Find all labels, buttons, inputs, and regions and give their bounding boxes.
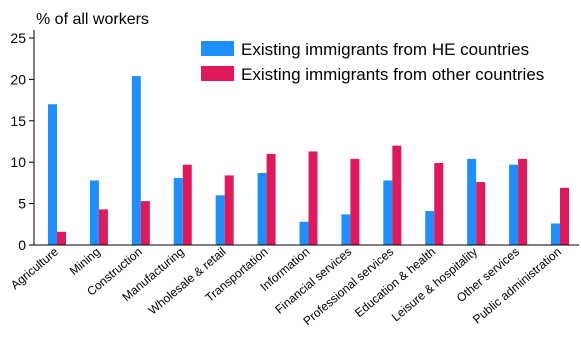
- bar-series-1-2: [140, 201, 150, 245]
- legend-swatch-series-1: [201, 66, 234, 81]
- legend-swatch-series-0: [201, 41, 234, 56]
- bar-series-1-8: [392, 145, 402, 245]
- bar-series-0-2: [131, 76, 141, 245]
- bar-series-0-9: [425, 211, 435, 245]
- y-axis-label: % of all workers: [36, 11, 149, 28]
- bar-series-0-11: [509, 164, 519, 245]
- bar-series-0-8: [383, 180, 393, 245]
- bar-series-1-5: [266, 153, 276, 245]
- y-tick-label: 5: [18, 196, 26, 212]
- bar-series-0-4: [215, 195, 225, 245]
- x-tick-label: Agriculture: [8, 244, 61, 292]
- y-tick-label: 10: [10, 154, 26, 170]
- bar-series-1-10: [476, 182, 486, 245]
- y-axis: 0 5 10 15 20 25: [10, 30, 35, 253]
- bar-series-0-6: [299, 221, 309, 245]
- y-tick-label: 20: [10, 71, 26, 87]
- legend-label-series-0: Existing immigrants from HE countries: [241, 40, 529, 59]
- bar-series-0-7: [341, 214, 351, 245]
- bar-series-1-9: [434, 163, 444, 245]
- bar-series-1-12: [560, 187, 569, 245]
- bar-series-1-3: [182, 164, 192, 245]
- bar-series-1-4: [224, 175, 234, 245]
- bar-series-0-0: [48, 104, 57, 246]
- y-tick-label: 25: [10, 30, 26, 46]
- legend: Existing immigrants from HE countries Ex…: [201, 40, 544, 84]
- bar-series-1-6: [308, 151, 318, 245]
- y-tick-label: 15: [10, 113, 26, 129]
- legend-label-series-1: Existing immigrants from other countries: [241, 65, 544, 84]
- x-tick-label: Wholesale & retail: [146, 245, 229, 318]
- y-tick-label: 0: [18, 237, 26, 253]
- x-axis: Agriculture MiningConstructionManufacturi…: [8, 244, 579, 328]
- bar-series-1-7: [350, 158, 360, 245]
- bar-series-0-1: [89, 180, 99, 245]
- bar-series-0-12: [551, 223, 560, 245]
- bar-series-0-3: [173, 177, 183, 245]
- bar-series-1-1: [98, 209, 108, 245]
- bar-series-0-10: [467, 158, 477, 245]
- x-tick-label: Mining: [67, 245, 103, 278]
- bar-series-1-11: [518, 158, 528, 245]
- bar-series-1-0: [57, 231, 66, 245]
- bar-series-0-5: [257, 172, 267, 245]
- bars-group: [48, 76, 569, 246]
